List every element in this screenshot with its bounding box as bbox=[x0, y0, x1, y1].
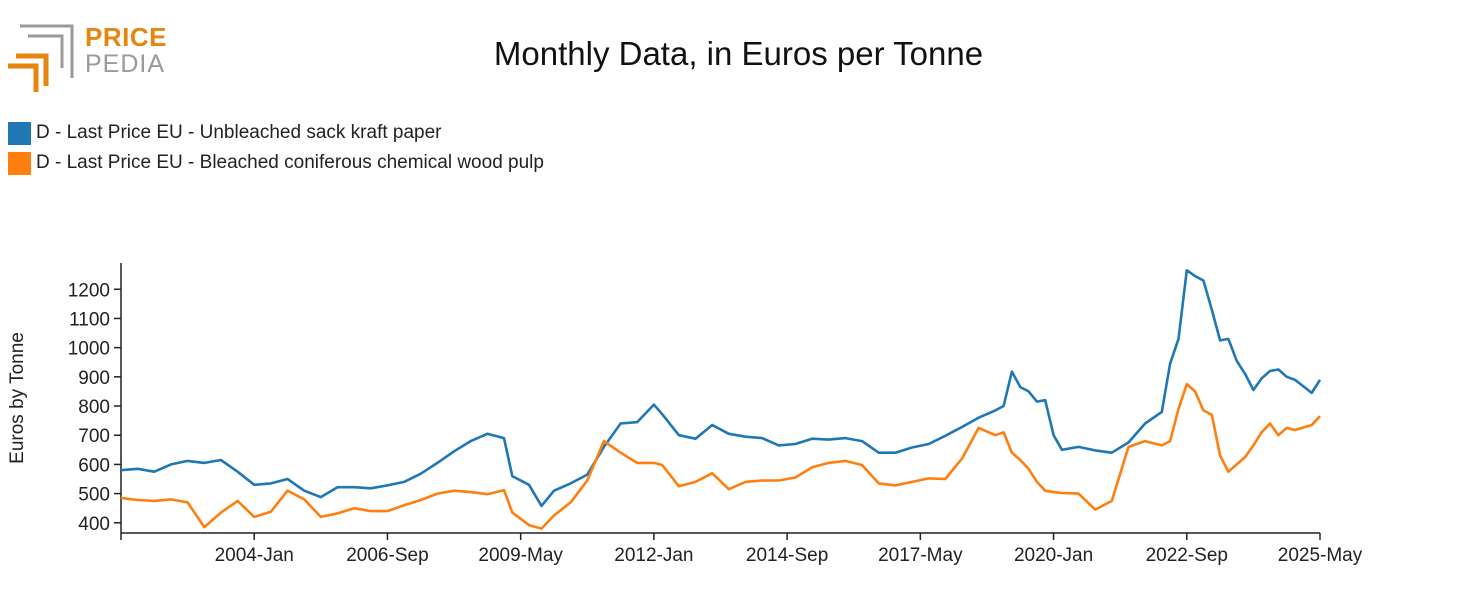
y-tick-label: 700 bbox=[78, 426, 110, 447]
legend-item-series-2[interactable]: D - Last Price EU - Bleached coniferous … bbox=[8, 148, 544, 178]
y-tick-label: 800 bbox=[78, 397, 110, 418]
x-tick-label: 2025-May bbox=[1278, 545, 1363, 566]
y-tick-label: 1000 bbox=[68, 339, 110, 360]
legend-swatch-series-1 bbox=[8, 121, 31, 145]
y-tick-label: 1200 bbox=[68, 280, 110, 301]
plot-area bbox=[120, 269, 1322, 530]
x-tick-label: 2012-Jan bbox=[614, 545, 693, 566]
legend-item-series-1[interactable]: D - Last Price EU - Unbleached sack kraf… bbox=[8, 118, 544, 148]
x-tick-label: 2017-May bbox=[878, 545, 963, 566]
x-tick-label: 2020-Jan bbox=[1014, 545, 1093, 566]
legend-label-series-2: D - Last Price EU - Bleached coniferous … bbox=[36, 152, 544, 173]
x-axis: 2004-Jan 2006-Sep 2009-May 2012-Jan 2014-Sep… bbox=[120, 532, 1363, 566]
series-line-1 bbox=[120, 269, 1322, 508]
series-line-2 bbox=[120, 382, 1321, 530]
pricepedia-logo: PRICE PEDIA bbox=[6, 20, 166, 95]
y-axis-title: Euros by Tonne bbox=[7, 332, 28, 464]
y-tick-label: 600 bbox=[78, 455, 110, 476]
y-tick-label: 900 bbox=[78, 368, 110, 389]
y-tick-label: 500 bbox=[78, 485, 110, 506]
x-tick-label: 2022-Sep bbox=[1146, 545, 1228, 566]
chart-title: Monthly Data, in Euros per Tonne bbox=[493, 35, 984, 72]
x-tick-label: 2009-May bbox=[478, 545, 563, 566]
x-tick-label: 2006-Sep bbox=[346, 545, 428, 566]
logo-text-pedia: PEDIA bbox=[85, 50, 166, 78]
y-tick-label: 1100 bbox=[69, 309, 110, 330]
logo-text-price: PRICE bbox=[85, 22, 167, 52]
logo-mark-icon bbox=[8, 24, 74, 92]
x-tick-label: 2004-Jan bbox=[215, 545, 294, 566]
y-axis: 400 500 600 700 800 900 1000 1100 1200 bbox=[68, 263, 122, 535]
legend-swatch-series-2 bbox=[8, 151, 31, 175]
chart-legend: D - Last Price EU - Unbleached sack kraf… bbox=[8, 118, 544, 178]
x-tick-label: 2014-Sep bbox=[746, 545, 828, 566]
legend-label-series-1: D - Last Price EU - Unbleached sack kraf… bbox=[36, 122, 442, 143]
y-tick-label: 400 bbox=[78, 514, 110, 535]
